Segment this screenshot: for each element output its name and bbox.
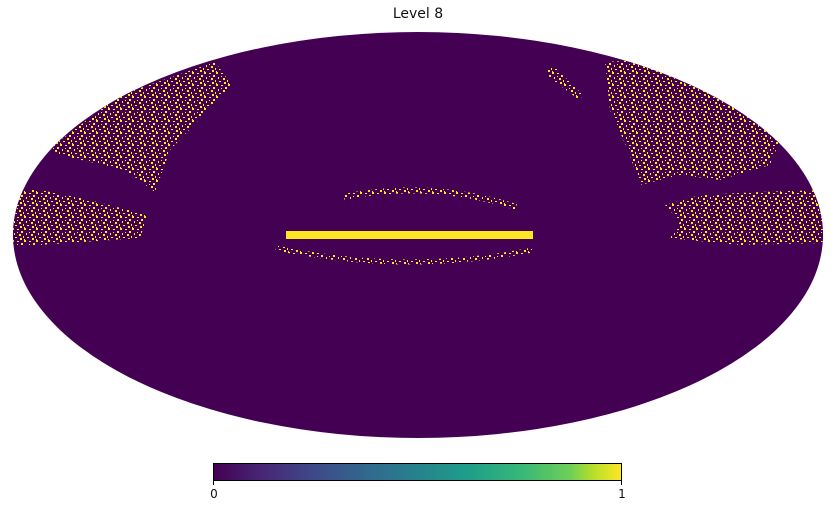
chart-title: Level 8 bbox=[392, 6, 444, 22]
region-north-east bbox=[605, 60, 780, 185]
coverage-regions bbox=[13, 60, 823, 265]
region-east-band bbox=[665, 190, 823, 245]
region-west-band bbox=[13, 190, 148, 245]
arc-lower bbox=[275, 245, 533, 265]
region-north-west bbox=[50, 62, 232, 192]
band-equator bbox=[286, 231, 533, 239]
colorbar-label-0: 0 bbox=[210, 487, 218, 501]
colorbar: 0 1 bbox=[210, 463, 626, 501]
region-north-spot bbox=[545, 68, 584, 99]
colorbar-tick-1 bbox=[621, 481, 622, 485]
colorbar-gradient bbox=[213, 463, 622, 481]
arc-upper bbox=[343, 187, 517, 210]
colorbar-label-1: 1 bbox=[618, 487, 626, 501]
colorbar-tick-0 bbox=[213, 481, 214, 485]
